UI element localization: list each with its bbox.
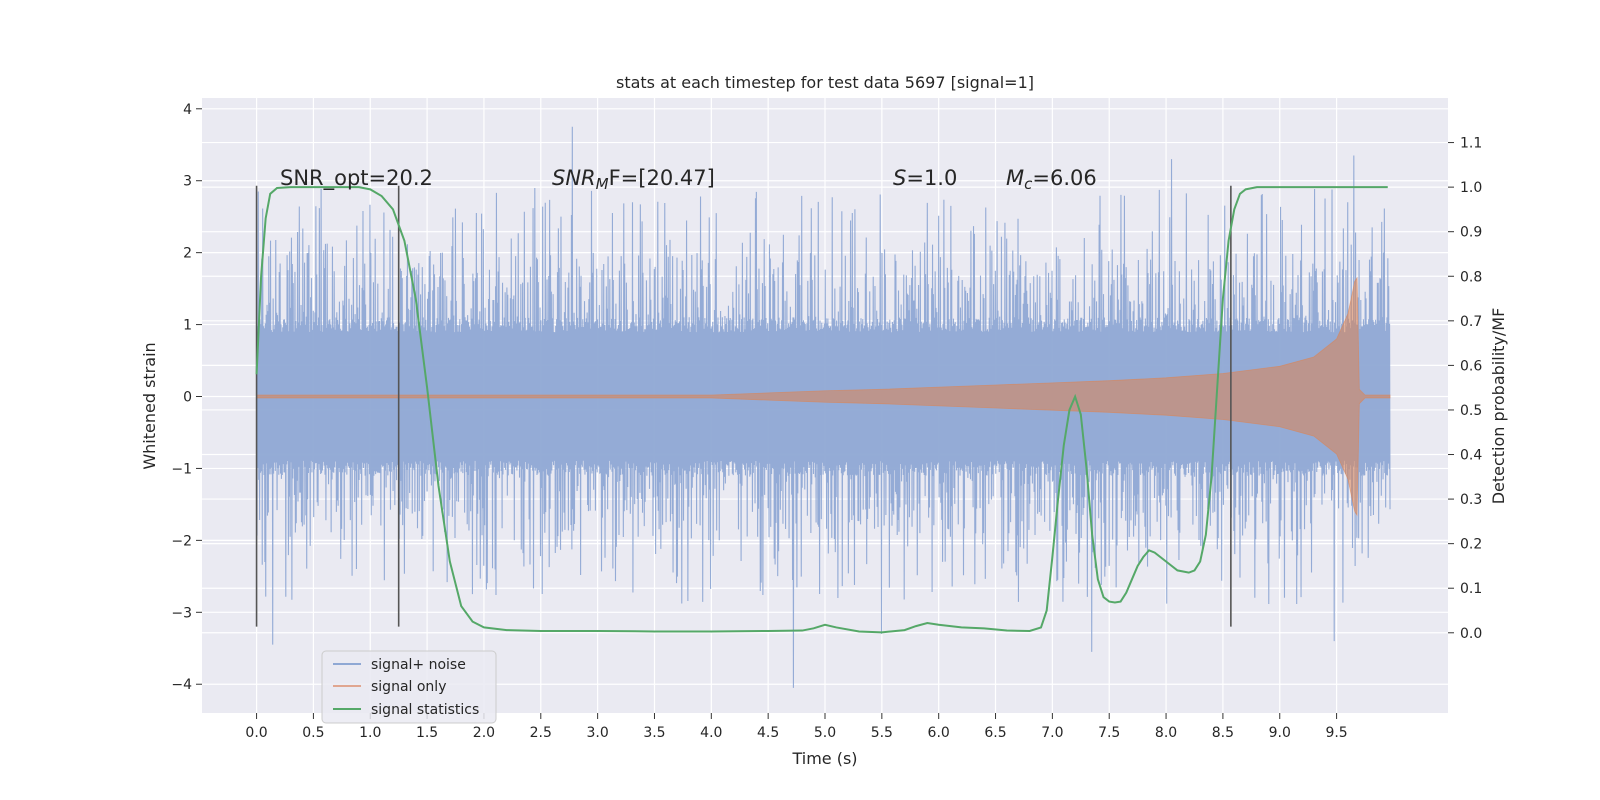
y2-axis-ticks: 0.0 0.1 0.2 0.3 0.4 0.5 0.6 0.7 0.8 0.9 1.0 1.1 <box>1448 136 1482 642</box>
annotation-mc-base: M <box>1006 166 1024 190</box>
y2-tick-label: 0.0 <box>1460 626 1482 642</box>
x-tick-label: 5.5 <box>871 725 893 741</box>
statistic-series-layer <box>255 186 1388 634</box>
y-tick-label: 1 <box>183 318 192 334</box>
x-tick-label: 9.0 <box>1269 725 1291 741</box>
y2-tick-label: 0.8 <box>1460 269 1482 285</box>
x-tick-label: 9.5 <box>1325 725 1347 741</box>
legend-label-noise: signal+ noise <box>371 657 466 673</box>
x-tick-label: 3.0 <box>586 725 608 741</box>
x-tick-label: 3.5 <box>643 725 665 741</box>
annotation-snr-mf-sub: M <box>596 175 609 193</box>
y-tick-label: −2 <box>171 533 192 549</box>
signal-series-layer <box>256 276 1391 517</box>
y-tick-label: 2 <box>183 246 192 262</box>
legend-label-statistics: signal statistics <box>371 702 479 718</box>
y-tick-label: −1 <box>171 461 192 477</box>
x-tick-label: 5.0 <box>814 725 836 741</box>
x-axis-ticks: 0.0 0.5 1.0 1.5 2.0 2.5 3.0 3.5 4.0 4.5 5.0 5.5 6.0 6… <box>245 713 1348 741</box>
annotation-mc-tail: =6.06 <box>1032 166 1096 190</box>
y2-tick-label: 1.1 <box>1460 136 1482 152</box>
x-tick-label: 8.0 <box>1155 725 1177 741</box>
y-tick-label: −3 <box>171 605 192 621</box>
x-tick-label: 6.5 <box>984 725 1006 741</box>
annotation-snr-opt: SNR_opt=20.2 <box>280 166 433 191</box>
legend: signal+ noise signal only signal statist… <box>321 650 497 724</box>
y-tick-label: 0 <box>183 390 192 406</box>
x-tick-label: 1.5 <box>416 725 438 741</box>
x-axis-label: Time (s) <box>791 749 857 768</box>
x-tick-label: 2.5 <box>530 725 552 741</box>
y-tick-label: 4 <box>183 102 192 118</box>
y-axis-ticks: −4 −3 −2 −1 0 1 2 3 4 <box>171 102 202 693</box>
x-tick-label: 4.5 <box>757 725 779 741</box>
annotation-s-base: S <box>893 166 906 190</box>
x-tick-label: 0.0 <box>245 725 267 741</box>
y2-tick-label: 0.4 <box>1460 448 1482 464</box>
annotation-snr-mf: SNRMF=[20.47] <box>552 166 715 193</box>
annotation-snr-mf-tail: F=[20.47] <box>609 166 715 190</box>
x-tick-label: 1.0 <box>359 725 381 741</box>
x-tick-label: 8.5 <box>1212 725 1234 741</box>
y-axis-label: Whitened strain <box>140 342 159 469</box>
vertical-markers <box>255 185 1232 627</box>
y-tick-label: 3 <box>183 174 192 190</box>
y2-tick-label: 0.6 <box>1460 358 1482 374</box>
x-tick-label: 7.0 <box>1041 725 1063 741</box>
y2-axis-label: Detection probability/MF <box>1489 308 1508 505</box>
x-tick-label: 6.0 <box>928 725 950 741</box>
y2-tick-label: 0.2 <box>1460 537 1482 553</box>
y2-tick-label: 0.3 <box>1460 492 1482 508</box>
annotation-mc-sub: c <box>1024 175 1033 193</box>
y2-tick-label: 0.5 <box>1460 403 1482 419</box>
y2-tick-label: 0.9 <box>1460 225 1482 241</box>
statistic-series-line <box>255 186 1388 634</box>
chart-title: stats at each timestep for test data 569… <box>616 73 1034 92</box>
annotation-s: S=1.0 <box>893 166 957 190</box>
x-tick-label: 2.0 <box>473 725 495 741</box>
annotation-snr-mf-base: SNR <box>552 166 596 190</box>
x-tick-label: 4.0 <box>700 725 722 741</box>
legend-box <box>321 650 497 724</box>
annotation-mc: Mc=6.06 <box>1006 166 1097 193</box>
y2-tick-label: 0.1 <box>1460 581 1482 597</box>
y2-tick-label: 1.0 <box>1460 180 1482 196</box>
y-tick-label: −4 <box>171 677 192 693</box>
legend-label-signal: signal only <box>371 679 446 695</box>
annotation-s-tail: =1.0 <box>906 166 957 190</box>
y2-tick-label: 0.7 <box>1460 314 1482 330</box>
x-tick-label: 7.5 <box>1098 725 1120 741</box>
signal-series-area <box>256 276 1391 517</box>
x-tick-label: 0.5 <box>302 725 324 741</box>
